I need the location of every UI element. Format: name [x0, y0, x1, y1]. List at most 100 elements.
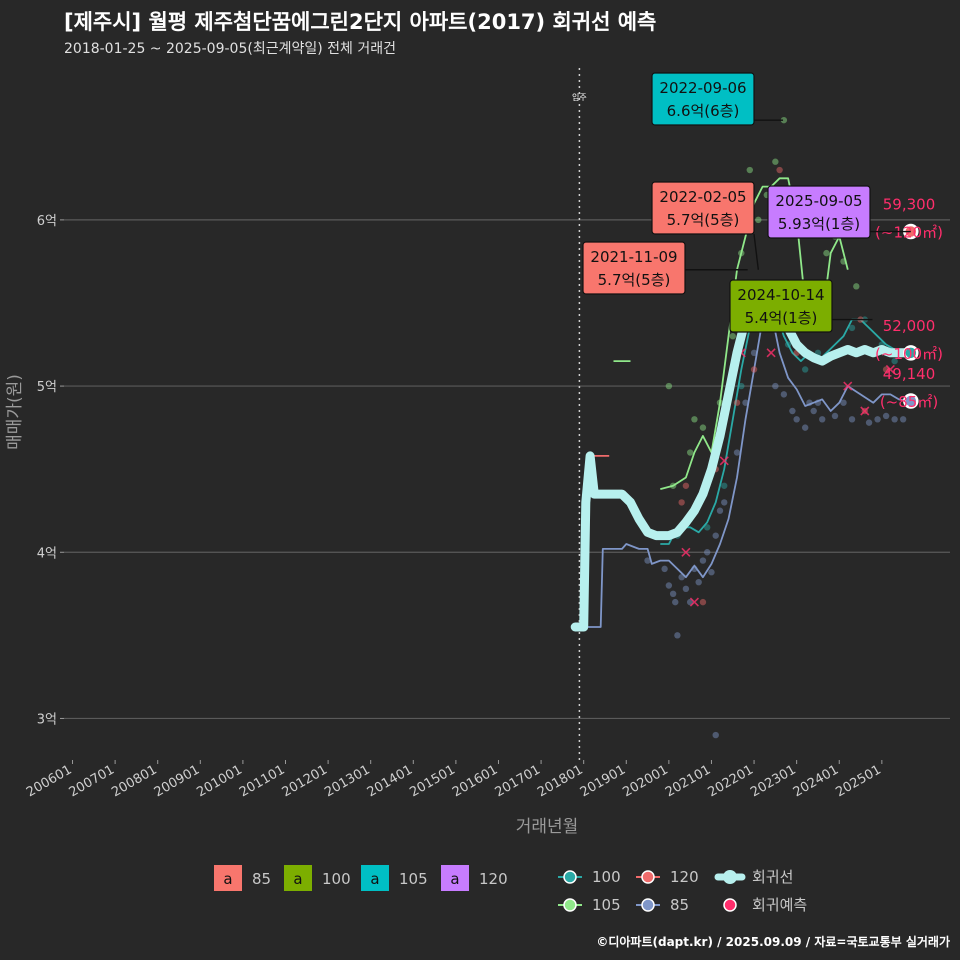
x-tick-label: 202301 [748, 762, 798, 800]
prediction-marker [766, 348, 776, 358]
scatter-point-85 [772, 382, 779, 390]
scatter-point-100 [721, 482, 728, 489]
scatter-point-85 [661, 565, 668, 573]
prediction-marker [843, 381, 853, 391]
legend-reg-marker [723, 870, 737, 884]
prediction-marker [689, 597, 699, 607]
chart-title: [제주시] 월평 제주첨단꿈에그린2단지 아파트(2017) 회귀선 예측 [64, 10, 657, 34]
scatter-point-100 [704, 524, 711, 531]
legend-series-marker [563, 870, 577, 884]
scatter-point-120 [776, 166, 783, 174]
x-tick-label: 200901 [152, 762, 202, 800]
scatter-point-85 [699, 557, 707, 564]
scatter-point-85 [665, 582, 673, 589]
scatter-point-120 [699, 598, 707, 606]
legend-series-label: 100 [592, 868, 621, 886]
scatter-point-100 [738, 382, 745, 390]
x-tick-label: 200701 [67, 762, 117, 800]
y-tick-label: 6억 [37, 214, 57, 229]
legend-series-label: 120 [670, 868, 699, 886]
scatter-point-105 [840, 258, 847, 265]
y-axis-title: 매매가(원) [5, 374, 25, 450]
prediction-marker [885, 364, 895, 375]
end-area-85: (~85㎡) [880, 393, 938, 411]
legend-area-glyph: a [450, 870, 459, 888]
annotation-box [767, 185, 871, 239]
scatter-point-85 [801, 424, 809, 431]
end-point-100 [903, 345, 919, 361]
annotation-box [651, 181, 755, 235]
end-area-100: (~100㎡) [875, 345, 943, 363]
scatter-points [644, 116, 911, 739]
scatter-point-105 [699, 424, 707, 431]
annotation-date: 2022-09-06 [659, 79, 746, 97]
annotation-connector [753, 233, 760, 270]
x-tick-label: 202501 [833, 762, 883, 800]
legend-area-label: 105 [399, 870, 428, 888]
scatter-point-120 [682, 482, 690, 489]
x-tick-label: 201401 [365, 762, 415, 800]
scatter-point-85 [733, 449, 741, 456]
scatter-point-100 [801, 366, 809, 373]
legend-area-label: 120 [479, 870, 508, 888]
scatter-point-105 [755, 216, 762, 224]
scatter-point-85 [874, 416, 881, 423]
prediction-marker [681, 547, 691, 557]
x-tick-label: 201101 [237, 762, 287, 800]
y-tick-label: 5억 [37, 380, 57, 395]
scatter-point-85 [848, 416, 856, 423]
annotation-price: 5.93억(1층) [778, 215, 860, 233]
x-tick-label: 201701 [493, 762, 543, 800]
legend-series-marker [641, 870, 655, 884]
scatter-point-85 [695, 578, 702, 586]
legend: a 85 a 100 a 105 a 120 100 120 회귀선 105 85 회귀예측 [214, 865, 807, 914]
scatter-point-85 [750, 349, 758, 357]
x-tick-label: 201801 [535, 762, 585, 800]
chart-subtitle: 2018-01-25 ~ 2025-09-05(최근계약일) 전체 거래건 [64, 41, 396, 57]
legend-series-label: 회귀선 [752, 868, 793, 886]
y-tick-label: 3억 [37, 712, 57, 727]
scatter-point-105 [746, 166, 753, 174]
scatter-point-100 [848, 324, 856, 332]
x-tick-label: 200601 [24, 762, 74, 800]
annotation-price: 5.4억(1층) [745, 309, 818, 327]
x-tick-label: 202201 [706, 762, 756, 800]
scatter-point-85 [644, 557, 651, 564]
scatter-point-105 [691, 416, 698, 423]
x-tick-label: 201601 [450, 762, 500, 800]
scatter-point-85 [708, 569, 715, 576]
legend-area-glyph: a [223, 870, 232, 888]
scatter-point-100 [891, 357, 898, 365]
scatter-point-85 [674, 632, 681, 639]
y-tick-label: 4억 [37, 546, 57, 561]
scatter-point-85 [793, 416, 800, 423]
x-tick-label: 201001 [194, 762, 244, 800]
scatter-point-120 [750, 366, 758, 373]
scatter-point-85 [716, 507, 724, 514]
prediction-marker [860, 406, 870, 416]
scatter-point-85 [806, 399, 813, 406]
scatter-point-85 [840, 399, 847, 406]
scatter-point-85 [672, 598, 679, 606]
scatter-point-85 [704, 549, 711, 556]
scatter-point-105 [853, 283, 860, 290]
x-tick-label: 202101 [663, 762, 713, 800]
end-value-120: 59,300 [883, 196, 936, 214]
scatter-point-85 [682, 585, 690, 593]
gridlines: 입주 [64, 68, 950, 760]
scatter-point-85 [814, 399, 822, 406]
scatter-point-85 [899, 416, 907, 423]
end-value-85: 49,140 [883, 365, 936, 383]
annotation-date: 2021-11-09 [590, 248, 677, 266]
scatter-point-85 [721, 499, 728, 506]
scatter-point-105 [772, 158, 779, 165]
x-tick-label: 201501 [407, 762, 457, 800]
scatter-point-85 [831, 412, 839, 420]
legend-area-swatch [284, 865, 312, 891]
annotation-date: 2024-10-14 [737, 286, 824, 304]
legend-area-swatch [441, 865, 469, 891]
legend-area-swatch [214, 865, 242, 891]
scatter-point-120 [678, 499, 685, 506]
annotation-box [651, 72, 755, 126]
